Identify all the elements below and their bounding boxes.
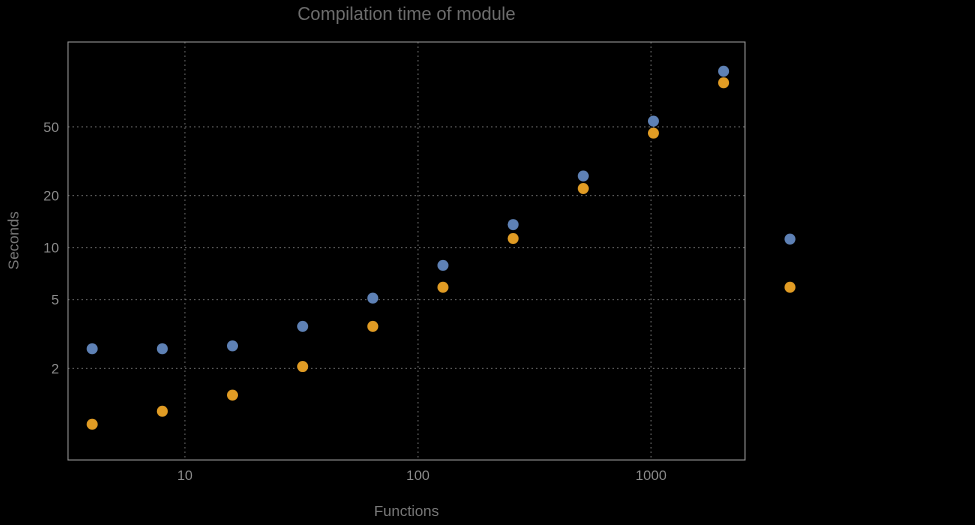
y-tick-label: 5 [51,292,59,308]
data-point-series-1-blue [577,170,589,182]
data-point-series-2-orange [226,389,238,401]
data-point-series-2-orange [437,281,449,293]
data-point-series-1-blue [297,320,309,332]
data-point-series-1-blue [367,292,379,304]
data-point-series-2-orange [367,320,379,332]
data-point-series-1-blue [226,340,238,352]
data-point-series-2-orange [718,77,730,89]
data-point-series-1-blue [86,343,98,355]
x-tick-label: 100 [406,467,430,483]
legend-marker [784,233,796,245]
y-tick-label: 20 [43,188,59,204]
data-point-series-2-orange [577,182,589,194]
plot-frame [67,41,746,461]
data-point-series-1-blue [718,65,730,77]
data-point-series-2-orange [86,418,98,430]
data-point-series-2-orange [156,405,168,417]
y-tick-label: 50 [43,119,59,135]
data-point-series-2-orange [297,361,309,373]
legend-marker [784,281,796,293]
data-point-series-2-orange [647,127,659,139]
chart-title: Compilation time of module [297,4,516,24]
y-tick-label: 2 [51,360,59,376]
data-point-series-1-blue [507,219,519,231]
y-tick-label: 10 [43,240,59,256]
x-axis-label: Functions [373,503,440,520]
x-tick-label: 1000 [635,467,666,483]
x-tick-label: 10 [177,467,193,483]
data-point-series-1-blue [156,343,168,355]
data-point-series-1-blue [647,115,659,127]
data-point-series-1-blue [437,259,449,271]
data-point-series-2-orange [507,232,519,244]
